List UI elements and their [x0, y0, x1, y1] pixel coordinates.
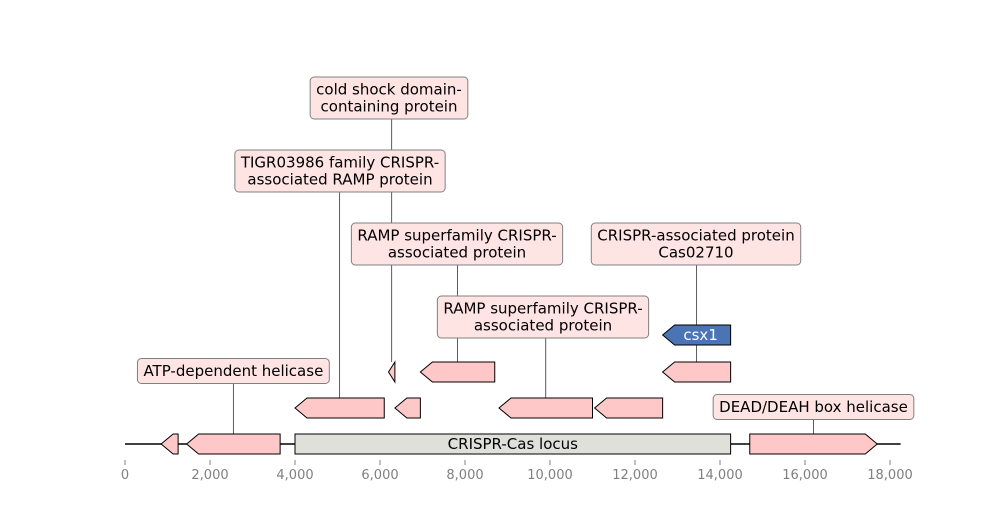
feature-callout: DEAD/DEAH box helicase [712, 394, 915, 420]
callout-box [590, 222, 802, 266]
callout-text: ATP-dependent helicase [143, 362, 323, 380]
axis-tick-label: 18,000 [867, 468, 913, 483]
feature-callout: CRISPR-associated protein Cas02710 [590, 222, 802, 266]
axis-tick-label: 10,000 [527, 468, 573, 483]
gene-features: CRISPR-Cas locus csx1 [160, 324, 879, 455]
gene-feature [160, 433, 179, 455]
gene-feature [387, 360, 396, 384]
locus-box [294, 433, 732, 455]
gene-arrow [387, 360, 396, 384]
callout-text: TIGR03986 family CRISPR-associated RAMP … [240, 154, 439, 189]
gene-arrow [498, 397, 593, 419]
locus-label: CRISPR-Cas locus [448, 435, 578, 453]
gene-arrow [419, 361, 496, 383]
gene-feature [294, 397, 385, 419]
callout-box [309, 76, 469, 120]
callout-box [436, 295, 650, 339]
gene-arrow [394, 397, 421, 419]
feature-callout: ATP-dependent helicase [136, 358, 330, 384]
gene-arrow [749, 433, 879, 455]
gene-feature [498, 397, 593, 419]
gene-feature [419, 361, 496, 383]
gene-arrow [294, 397, 385, 419]
axis-tick-label: 0 [121, 468, 129, 483]
callout-text: CRISPR-associated protein Cas02710 [597, 227, 794, 262]
callout-box [136, 358, 330, 384]
axis-tick-label: 12,000 [612, 468, 658, 483]
axis-tick-label: 16,000 [782, 468, 828, 483]
gene-arrow [661, 361, 732, 383]
feature-callout: cold shock domain-containing protein [309, 76, 469, 120]
callout-text: RAMP superfamily CRISPR-associated prote… [357, 227, 556, 262]
callout-box [350, 222, 564, 266]
callout-text: RAMP superfamily CRISPR-associated prote… [443, 300, 642, 335]
feature-labels: ATP-dependent helicase DEAD/DEAH box heli… [136, 76, 915, 420]
callout-box [712, 394, 915, 420]
gene-arrow [185, 433, 281, 455]
feature-callout: RAMP superfamily CRISPR-associated prote… [436, 295, 650, 339]
gene-feature [185, 433, 281, 455]
feature-callout: TIGR03986 family CRISPR-associated RAMP … [234, 149, 446, 193]
locus-region: CRISPR-Cas locus [294, 433, 732, 455]
gene-feature [749, 433, 879, 455]
gene-arrow [160, 433, 179, 455]
gene-inline-label: csx1 [683, 326, 717, 344]
gene-arrow [593, 397, 664, 419]
highlighted-gene-arrow [661, 324, 732, 346]
gene-feature [394, 397, 421, 419]
x-axis: 0 2,000 4,000 6,000 8,000 10,000 12,000 14,000 1… [121, 460, 913, 483]
feature-callout: RAMP superfamily CRISPR-associated prote… [350, 222, 564, 266]
axis-tick-label: 8,000 [446, 468, 483, 483]
callout-text: DEAD/DEAH box helicase [719, 398, 908, 416]
gene-feature [593, 397, 664, 419]
axis-tick-label: 6,000 [361, 468, 398, 483]
gene-feature: csx1 [661, 324, 732, 346]
axis-tick-label: 2,000 [191, 468, 228, 483]
callout-text: cold shock domain-containing protein [316, 81, 462, 116]
axis-tick-label: 4,000 [276, 468, 313, 483]
callout-box [234, 149, 446, 193]
axis-tick-label: 14,000 [697, 468, 743, 483]
gene-feature [661, 361, 732, 383]
